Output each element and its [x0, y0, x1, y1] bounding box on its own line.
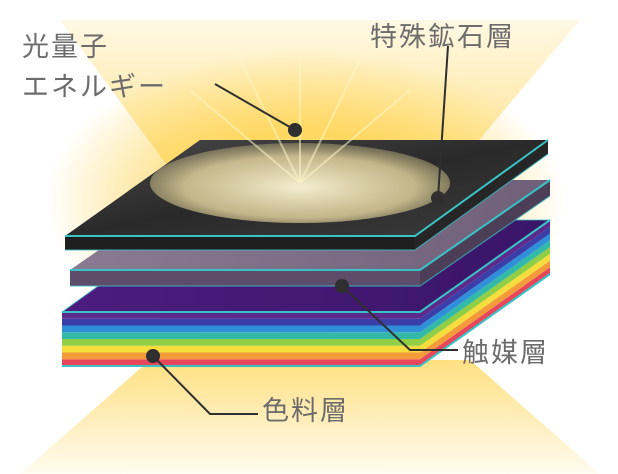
pigment-stripe-front: [62, 318, 420, 326]
light-rays: [189, 50, 411, 184]
pigment-stripe-front: [62, 359, 420, 366]
label-special-mineral-layer: 特殊鉱石層: [370, 22, 515, 53]
light-beam-bottom: [20, 360, 600, 474]
dot-catalyst: [335, 279, 349, 293]
pigment-stripe-side: [420, 233, 550, 333]
pigment-block-outline: [62, 273, 551, 367]
pigment-stripe-side: [420, 240, 550, 339]
dot-pigment: [146, 349, 160, 363]
pigment-stripe-side: [420, 220, 550, 319]
leader-dots: [146, 123, 445, 363]
pigment-stripe-front: [62, 352, 420, 360]
pigment-stripe-front: [62, 339, 420, 346]
label-quantum-energy-line2: エネルギー: [22, 72, 167, 103]
label-pigment-layer: 色料層: [262, 396, 349, 427]
pigment-stripe-side: [420, 226, 550, 326]
leader-catalyst: [341, 285, 458, 351]
leader-quantum: [214, 83, 296, 131]
pigment-stripe-side: [420, 247, 550, 346]
label-catalyst-layer: 触媒層: [462, 338, 549, 369]
pigment-stripe-front: [62, 325, 420, 333]
leader-mineral: [437, 45, 449, 199]
pigment-stripe-front: [62, 345, 420, 353]
pigment-stripe-side: [420, 267, 550, 366]
pigment-stripe-front: [62, 312, 420, 319]
pigment-stripe-side: [420, 260, 550, 360]
dot-quantum: [288, 123, 302, 137]
leader-pigment: [152, 355, 258, 415]
pigment-catalyst-block: [61, 219, 551, 367]
pigment-stripe-front: [62, 332, 420, 339]
label-quantum-energy-line1: 光量子: [22, 32, 109, 63]
pigment-stripe-side: [420, 253, 550, 353]
leader-lines: [152, 45, 458, 415]
dot-mineral: [431, 191, 445, 205]
